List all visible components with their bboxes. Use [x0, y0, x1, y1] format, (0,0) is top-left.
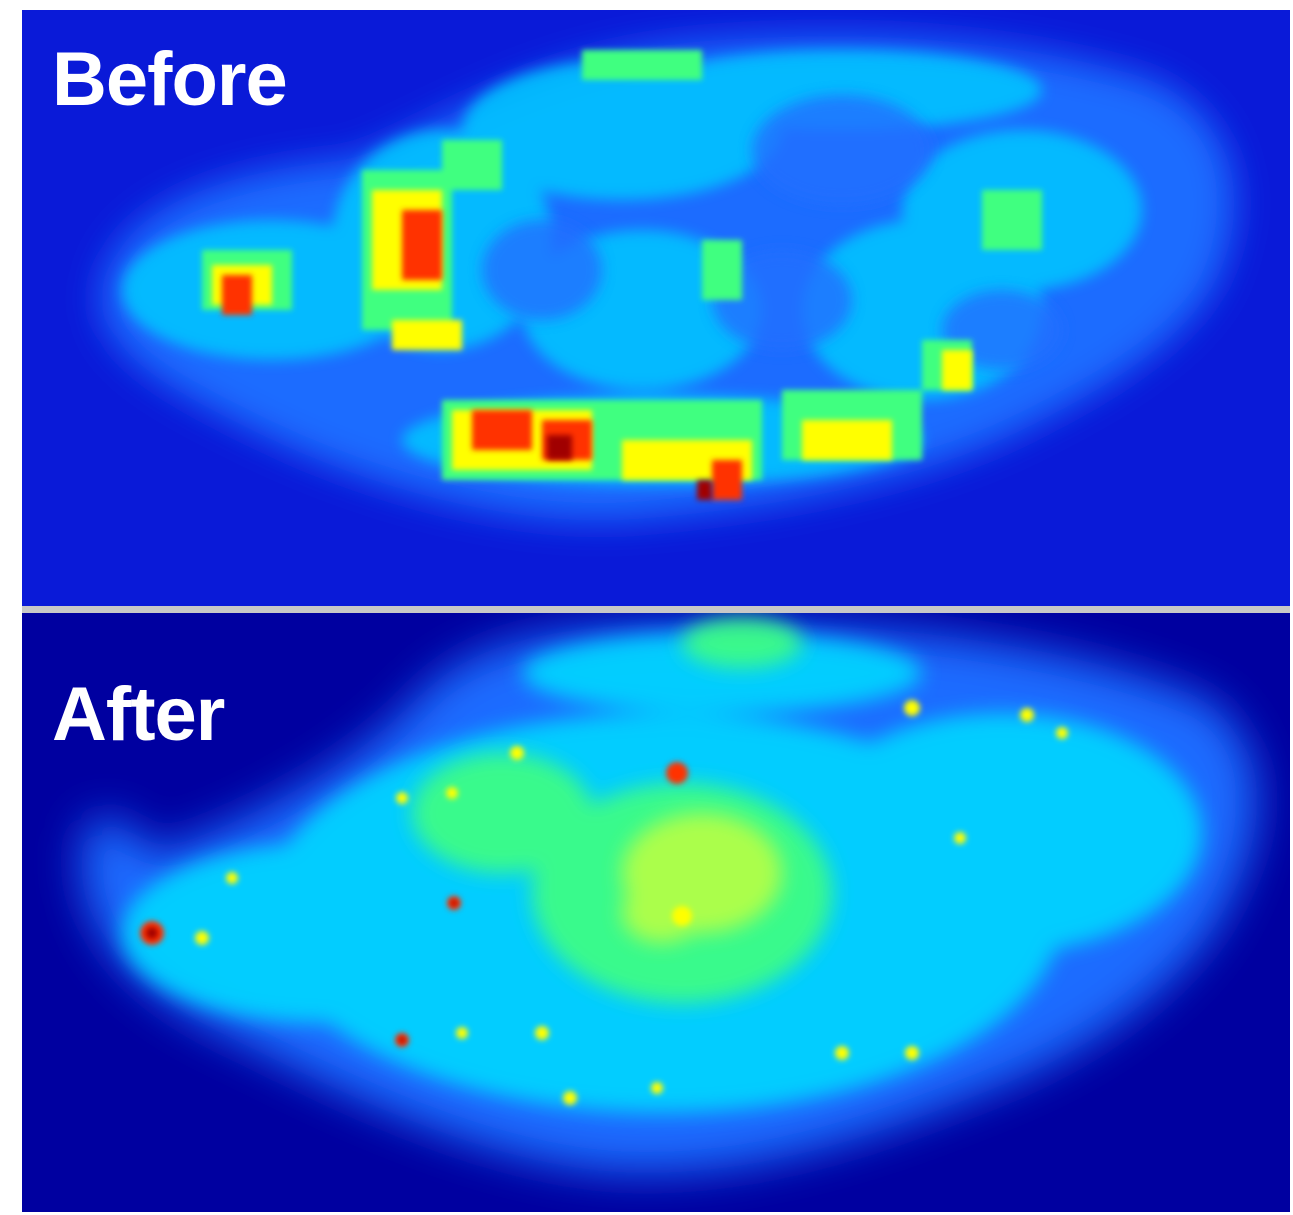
- before-panel: Before: [22, 10, 1290, 606]
- after-heatmap-image: [22, 613, 1290, 1212]
- before-heatmap-image: [22, 10, 1290, 606]
- after-panel: After: [22, 613, 1290, 1212]
- after-cell-peak: [622, 813, 782, 943]
- before-label: Before: [52, 37, 288, 122]
- after-speckles: [195, 700, 1068, 1105]
- after-hotspots-max: [146, 900, 457, 1043]
- heatmap-figure: Before: [22, 10, 1290, 1212]
- after-label: After: [52, 672, 225, 757]
- before-hotspots-max: [547, 435, 712, 500]
